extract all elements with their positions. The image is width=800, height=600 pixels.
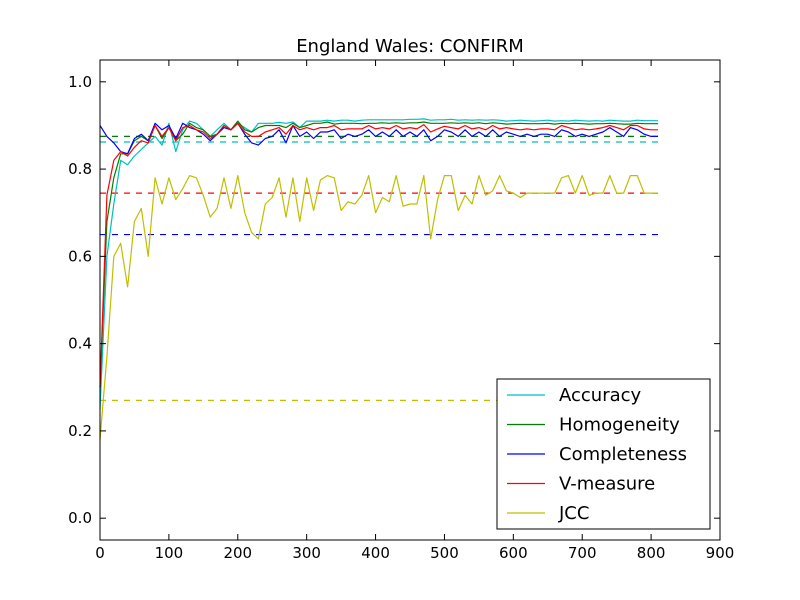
x-axis: 0 100 200 300 400 500 600 700 800 900 — [95, 60, 734, 562]
x-tick-label: 700 — [568, 544, 597, 562]
y-tick-label: 0.2 — [68, 422, 92, 440]
series-line-homogeneity — [99, 120, 658, 388]
legend-label-accuracy: Accuracy — [559, 385, 642, 406]
y-tick-label: 0.6 — [68, 247, 92, 265]
reference-lines — [100, 135, 662, 401]
x-tick-label: 200 — [223, 544, 252, 562]
series-line-v-measure — [99, 122, 658, 388]
series-lines — [99, 118, 658, 440]
y-axis: 0.0 0.2 0.4 0.6 0.8 1.0 — [68, 73, 720, 527]
x-tick-label: 600 — [499, 544, 528, 562]
y-tick-label: 0.8 — [68, 160, 92, 178]
legend: Accuracy Homogeneity Completeness V-measure… — [496, 378, 711, 530]
chart-title: England Wales: CONFIRM — [296, 36, 524, 57]
series-line-jcc — [99, 175, 658, 440]
x-tick-label: 100 — [155, 544, 184, 562]
series-line-completeness — [99, 122, 658, 155]
plot-frame — [99, 59, 721, 541]
x-tick-label: 400 — [361, 544, 390, 562]
y-tick-label: 0.4 — [68, 335, 92, 353]
legend-label-homogeneity: Homogeneity — [559, 415, 680, 436]
x-tick-label: 500 — [430, 544, 459, 562]
x-tick-label: 300 — [292, 544, 321, 562]
legend-label-v-measure: V-measure — [559, 474, 655, 495]
y-tick-label: 0.0 — [68, 509, 92, 527]
x-tick-label: 800 — [637, 544, 666, 562]
series-line-accuracy — [99, 118, 658, 410]
y-tick-label: 1.0 — [68, 73, 92, 91]
legend-label-jcc: JCC — [558, 503, 589, 524]
x-tick-label: 0 — [95, 544, 105, 562]
legend-label-completeness: Completeness — [559, 444, 687, 465]
x-tick-label: 900 — [706, 544, 735, 562]
